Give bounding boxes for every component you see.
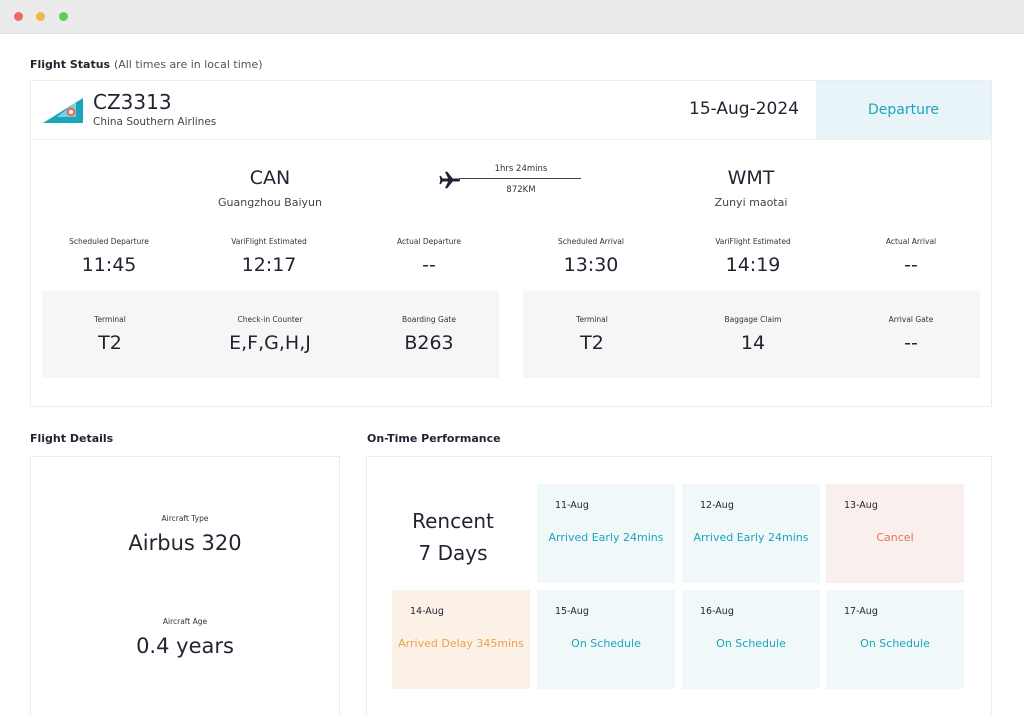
flight-details-card: Aircraft Type Airbus 320 Aircraft Age 0.… xyxy=(30,456,340,715)
scheduled-departure-label: Scheduled Departure xyxy=(69,237,149,246)
check-in-counter-value: E,F,G,H,J xyxy=(229,332,311,354)
flight-details-title: Flight Details xyxy=(30,432,114,445)
otp-day-tile: 11-Aug Arrived Early 24mins xyxy=(537,484,675,583)
otp-day-tile: 12-Aug Arrived Early 24mins xyxy=(682,484,820,583)
airline-logo-icon xyxy=(43,98,83,123)
flight-status-heading: Flight Status (All times are in local ti… xyxy=(30,58,263,71)
departure-airport-code: CAN xyxy=(249,167,291,189)
flight-status-subtitle: (All times are in local time) xyxy=(113,58,263,71)
aircraft-age: Aircraft Age 0.4 years xyxy=(31,617,339,658)
recent-days-label: Rencent 7 Days xyxy=(391,505,515,569)
actual-departure: Actual Departure -- xyxy=(349,237,509,276)
arrival-terminal-label: Terminal xyxy=(576,315,608,324)
otp-day-tile: 16-Aug On Schedule xyxy=(682,590,820,689)
flight-status-title: Flight Status xyxy=(30,58,111,71)
flight-distance: 872KM xyxy=(506,185,536,195)
otp-day-status: On Schedule xyxy=(571,637,641,650)
otp-day-status: Cancel xyxy=(876,531,914,544)
recent-line-2: 7 Days xyxy=(418,541,488,565)
route-line xyxy=(459,178,581,179)
maximize-window-button[interactable] xyxy=(59,12,68,21)
otp-day-date: 16-Aug xyxy=(700,606,734,617)
actual-arrival-value: -- xyxy=(904,254,918,276)
check-in-counter-label: Check-in Counter xyxy=(237,315,303,324)
otp-day-tile: 17-Aug On Schedule xyxy=(826,590,964,689)
baggage-claim-label: Baggage Claim xyxy=(724,315,782,324)
otp-day-status: Arrived Early 24mins xyxy=(693,531,809,544)
flight-number: CZ3313 xyxy=(93,90,172,114)
estimated-departure-label: VariFlight Estimated xyxy=(231,237,307,246)
boarding-gate-label: Boarding Gate xyxy=(402,315,456,324)
scheduled-arrival-label: Scheduled Arrival xyxy=(558,237,624,246)
otp-day-date: 17-Aug xyxy=(844,606,878,617)
airline-name: China Southern Airlines xyxy=(93,116,217,128)
flight-date: 15-Aug-2024 xyxy=(689,99,799,119)
estimated-departure-value: 12:17 xyxy=(241,254,297,276)
baggage-claim-value: 14 xyxy=(740,332,766,354)
otp-day-date: 12-Aug xyxy=(700,500,734,511)
arrival-airport-name: Zunyi maotai xyxy=(714,196,788,209)
arrival-gate-value: -- xyxy=(904,332,918,354)
estimated-arrival-value: 14:19 xyxy=(725,254,781,276)
aircraft-type-value: Airbus 320 xyxy=(128,531,242,555)
actual-departure-value: -- xyxy=(422,254,436,276)
scheduled-departure: Scheduled Departure 11:45 xyxy=(29,237,189,276)
flight-status-card: CZ3313 China Southern Airlines 15-Aug-20… xyxy=(30,80,992,407)
aircraft-age-value: 0.4 years xyxy=(136,634,234,658)
departure-terminal-value: T2 xyxy=(98,332,122,354)
departure-terminal-label: Terminal xyxy=(94,315,126,324)
close-window-button[interactable] xyxy=(14,12,23,21)
aircraft-type-label: Aircraft Type xyxy=(161,514,209,523)
window-titlebar xyxy=(0,0,1024,34)
airplane-icon xyxy=(439,171,461,189)
aircraft-age-label: Aircraft Age xyxy=(162,617,208,626)
estimated-arrival-label: VariFlight Estimated xyxy=(715,237,791,246)
scheduled-arrival: Scheduled Arrival 13:30 xyxy=(511,237,671,276)
scheduled-departure-value: 11:45 xyxy=(81,254,137,276)
check-in-counter: Check-in Counter E,F,G,H,J xyxy=(195,315,345,354)
otp-day-status: On Schedule xyxy=(716,637,786,650)
otp-day-date: 15-Aug xyxy=(555,606,589,617)
otp-day-tile: 13-Aug Cancel xyxy=(826,484,964,583)
actual-departure-label: Actual Departure xyxy=(397,237,461,246)
otp-day-date: 13-Aug xyxy=(844,500,878,511)
arrival-info-panel: Terminal T2 Baggage Claim 14 Arrival Gat… xyxy=(523,291,980,378)
arrival-gate: Arrival Gate -- xyxy=(836,315,986,354)
baggage-claim: Baggage Claim 14 xyxy=(678,315,828,354)
boarding-gate: Boarding Gate B263 xyxy=(354,315,504,354)
on-time-performance-title: On-Time Performance xyxy=(367,432,501,445)
recent-line-1: Rencent xyxy=(412,509,494,533)
aircraft-type: Aircraft Type Airbus 320 xyxy=(31,514,339,555)
estimated-arrival: VariFlight Estimated 14:19 xyxy=(673,237,833,276)
arrival-airport-code: WMT xyxy=(727,167,775,189)
departure-tab[interactable]: Departure xyxy=(816,81,991,139)
on-time-performance-card: Rencent 7 Days 11-Aug Arrived Early 24mi… xyxy=(366,456,992,715)
arrival-gate-label: Arrival Gate xyxy=(888,315,934,324)
actual-arrival-label: Actual Arrival xyxy=(885,237,937,246)
scheduled-arrival-value: 13:30 xyxy=(563,254,619,276)
actual-arrival: Actual Arrival -- xyxy=(831,237,991,276)
departure-airport-name: Guangzhou Baiyun xyxy=(218,196,322,209)
flight-duration: 1hrs 24mins xyxy=(494,164,548,174)
boarding-gate-value: B263 xyxy=(404,332,454,354)
otp-day-status: Arrived Early 24mins xyxy=(548,531,664,544)
estimated-departure: VariFlight Estimated 12:17 xyxy=(189,237,349,276)
otp-day-date: 14-Aug xyxy=(410,606,444,617)
otp-day-date: 11-Aug xyxy=(555,500,589,511)
otp-day-tile: 15-Aug On Schedule xyxy=(537,590,675,689)
departure-info-panel: Terminal T2 Check-in Counter E,F,G,H,J B… xyxy=(42,291,499,378)
otp-day-tile: 14-Aug Arrived Delay 345mins xyxy=(392,590,530,689)
otp-day-status: Arrived Delay 345mins xyxy=(398,637,524,650)
otp-day-status: On Schedule xyxy=(860,637,930,650)
minimize-window-button[interactable] xyxy=(36,12,45,21)
arrival-terminal-value: T2 xyxy=(580,332,604,354)
arrival-terminal: Terminal T2 xyxy=(517,315,667,354)
departure-terminal: Terminal T2 xyxy=(35,315,185,354)
card-divider xyxy=(31,139,991,140)
